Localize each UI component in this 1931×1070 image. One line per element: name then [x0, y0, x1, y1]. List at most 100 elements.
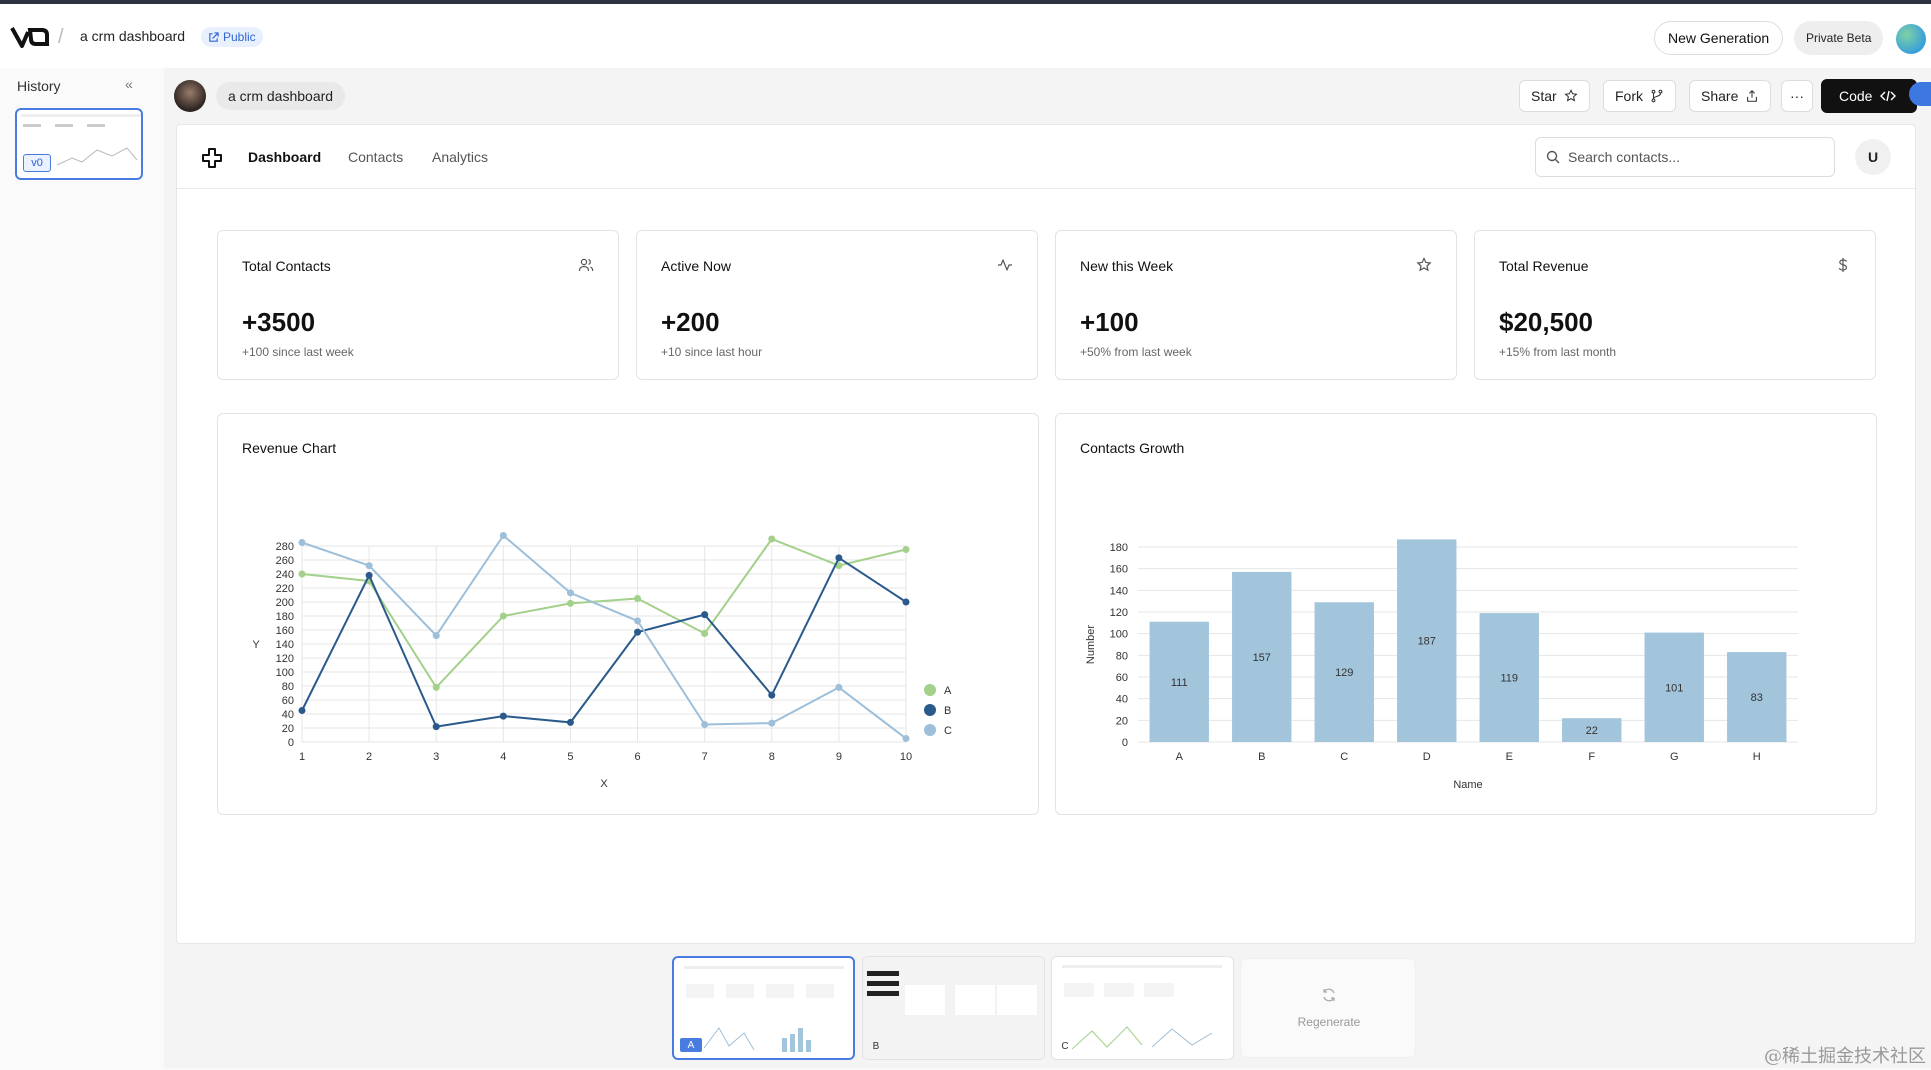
y-tick-label: 80 — [282, 681, 294, 693]
stat-value: +100 — [1080, 307, 1139, 337]
app-logo-icon[interactable] — [201, 147, 223, 169]
data-point — [768, 535, 776, 543]
stat-value: +3500 — [242, 307, 316, 337]
data-point — [835, 562, 843, 570]
data-point — [634, 595, 642, 602]
history-item[interactable]: v0 — [15, 108, 143, 180]
regenerate-button[interactable]: Regenerate — [1240, 958, 1416, 1058]
x-axis-label: Name — [1453, 779, 1482, 791]
data-point — [835, 683, 843, 691]
author-avatar[interactable] — [174, 80, 206, 112]
bar-value-label: 119 — [1500, 673, 1518, 685]
assistant-icon[interactable] — [1909, 82, 1931, 106]
version-card-b[interactable]: B — [862, 956, 1045, 1060]
refresh-icon — [1323, 988, 1335, 1002]
nav-dashboard[interactable]: Dashboard — [248, 149, 322, 165]
y-tick-label: 280 — [276, 541, 294, 553]
bar-value-label: 22 — [1586, 725, 1598, 737]
y-tick-label: 260 — [276, 555, 294, 567]
bar-E — [1479, 613, 1539, 742]
data-point — [902, 735, 910, 742]
data-point — [835, 554, 843, 562]
nav-contacts[interactable]: Contacts — [348, 149, 404, 165]
version-card-c[interactable]: C — [1051, 956, 1234, 1060]
y-tick-label: 100 — [276, 667, 294, 679]
search-box[interactable] — [1535, 137, 1835, 177]
external-link-icon — [209, 31, 219, 42]
more-options-button[interactable]: ··· — [1781, 80, 1813, 112]
chart-title: Contacts Growth — [1080, 440, 1185, 456]
y-tick-label: 140 — [276, 639, 294, 651]
y-tick-label: 60 — [1116, 672, 1128, 684]
fork-button[interactable]: Fork — [1603, 80, 1676, 112]
bar-value-label: 101 — [1665, 682, 1683, 694]
y-tick-label: 120 — [276, 653, 294, 665]
y-tick-label: 100 — [1110, 629, 1128, 641]
data-point — [298, 570, 306, 578]
stat-title: Total Revenue — [1499, 258, 1589, 274]
x-axis-label: X — [600, 778, 608, 790]
data-point — [365, 562, 373, 570]
project-name[interactable]: a crm dashboard — [80, 28, 186, 44]
y-tick-label: 0 — [1122, 737, 1128, 749]
stat-title: Active Now — [661, 258, 732, 274]
share-button[interactable]: Share — [1689, 80, 1772, 112]
code-icon — [1880, 90, 1897, 102]
search-icon — [1546, 150, 1560, 164]
series-line-A — [301, 537, 907, 690]
star-icon — [1416, 257, 1432, 272]
x-tick-label: D — [1423, 751, 1431, 763]
legend-marker — [924, 724, 936, 736]
x-tick-label: 4 — [500, 751, 506, 763]
regenerate-label: Regenerate — [1297, 1015, 1361, 1029]
y-axis-label: Y — [252, 639, 260, 651]
bar-F — [1562, 718, 1622, 742]
star-button[interactable]: Star — [1519, 80, 1590, 112]
top-accent-line — [0, 0, 1931, 4]
v0-logo[interactable] — [10, 24, 50, 50]
x-tick-label: 8 — [769, 751, 775, 763]
revenue-chart-card: Revenue Chart 0 20 40 60 80 100 120 140 160 180 20… — [217, 413, 1039, 815]
bar-A — [1149, 621, 1209, 742]
y-tick-label: 180 — [276, 611, 294, 623]
bar-value-label: 187 — [1418, 636, 1436, 648]
stat-value: +200 — [661, 307, 720, 337]
fork-button-label: Fork — [1615, 88, 1643, 104]
share-button-label: Share — [1701, 88, 1739, 104]
stat-subtext: +50% from last week — [1080, 345, 1192, 359]
x-tick-label: 2 — [366, 751, 372, 763]
x-tick-label: 6 — [634, 751, 640, 763]
stat-subtext: +15% from last month — [1499, 345, 1617, 359]
dollar-icon — [1838, 258, 1848, 272]
visibility-badge[interactable]: Public — [201, 27, 263, 47]
code-button[interactable]: Code — [1821, 79, 1917, 113]
version-label: B — [872, 1040, 880, 1052]
user-menu-avatar[interactable]: U — [1855, 139, 1891, 175]
data-point — [432, 683, 440, 691]
x-tick-label: F — [1588, 751, 1595, 763]
data-point — [701, 630, 709, 637]
collapse-sidebar-icon[interactable]: « — [125, 76, 133, 92]
version-card-a[interactable]: A — [672, 956, 855, 1060]
x-tick-label: 10 — [900, 751, 912, 763]
x-tick-label: G — [1670, 751, 1679, 763]
user-avatar[interactable] — [1896, 24, 1926, 54]
y-tick-label: 180 — [1110, 542, 1128, 554]
data-point — [768, 719, 776, 727]
generation-prompt-pill[interactable]: a crm dashboard — [216, 82, 346, 110]
search-input[interactable] — [1568, 149, 1818, 165]
bar-value-label: 111 — [1171, 677, 1188, 689]
contacts-growth-card: Contacts Growth 0 20 40 60 80 100 120 140 160 180… — [1055, 413, 1877, 815]
new-generation-button[interactable]: New Generation — [1654, 21, 1784, 55]
version-thumbnail — [863, 957, 1044, 1059]
series-line-C — [301, 534, 907, 740]
data-point — [432, 723, 440, 731]
data-point — [298, 539, 306, 546]
data-point — [701, 721, 709, 728]
nav-analytics[interactable]: Analytics — [432, 149, 489, 165]
data-point — [634, 628, 642, 636]
x-tick-label: 9 — [836, 751, 842, 763]
data-point — [902, 546, 910, 553]
x-tick-label: 1 — [299, 751, 305, 763]
data-point — [499, 712, 507, 720]
